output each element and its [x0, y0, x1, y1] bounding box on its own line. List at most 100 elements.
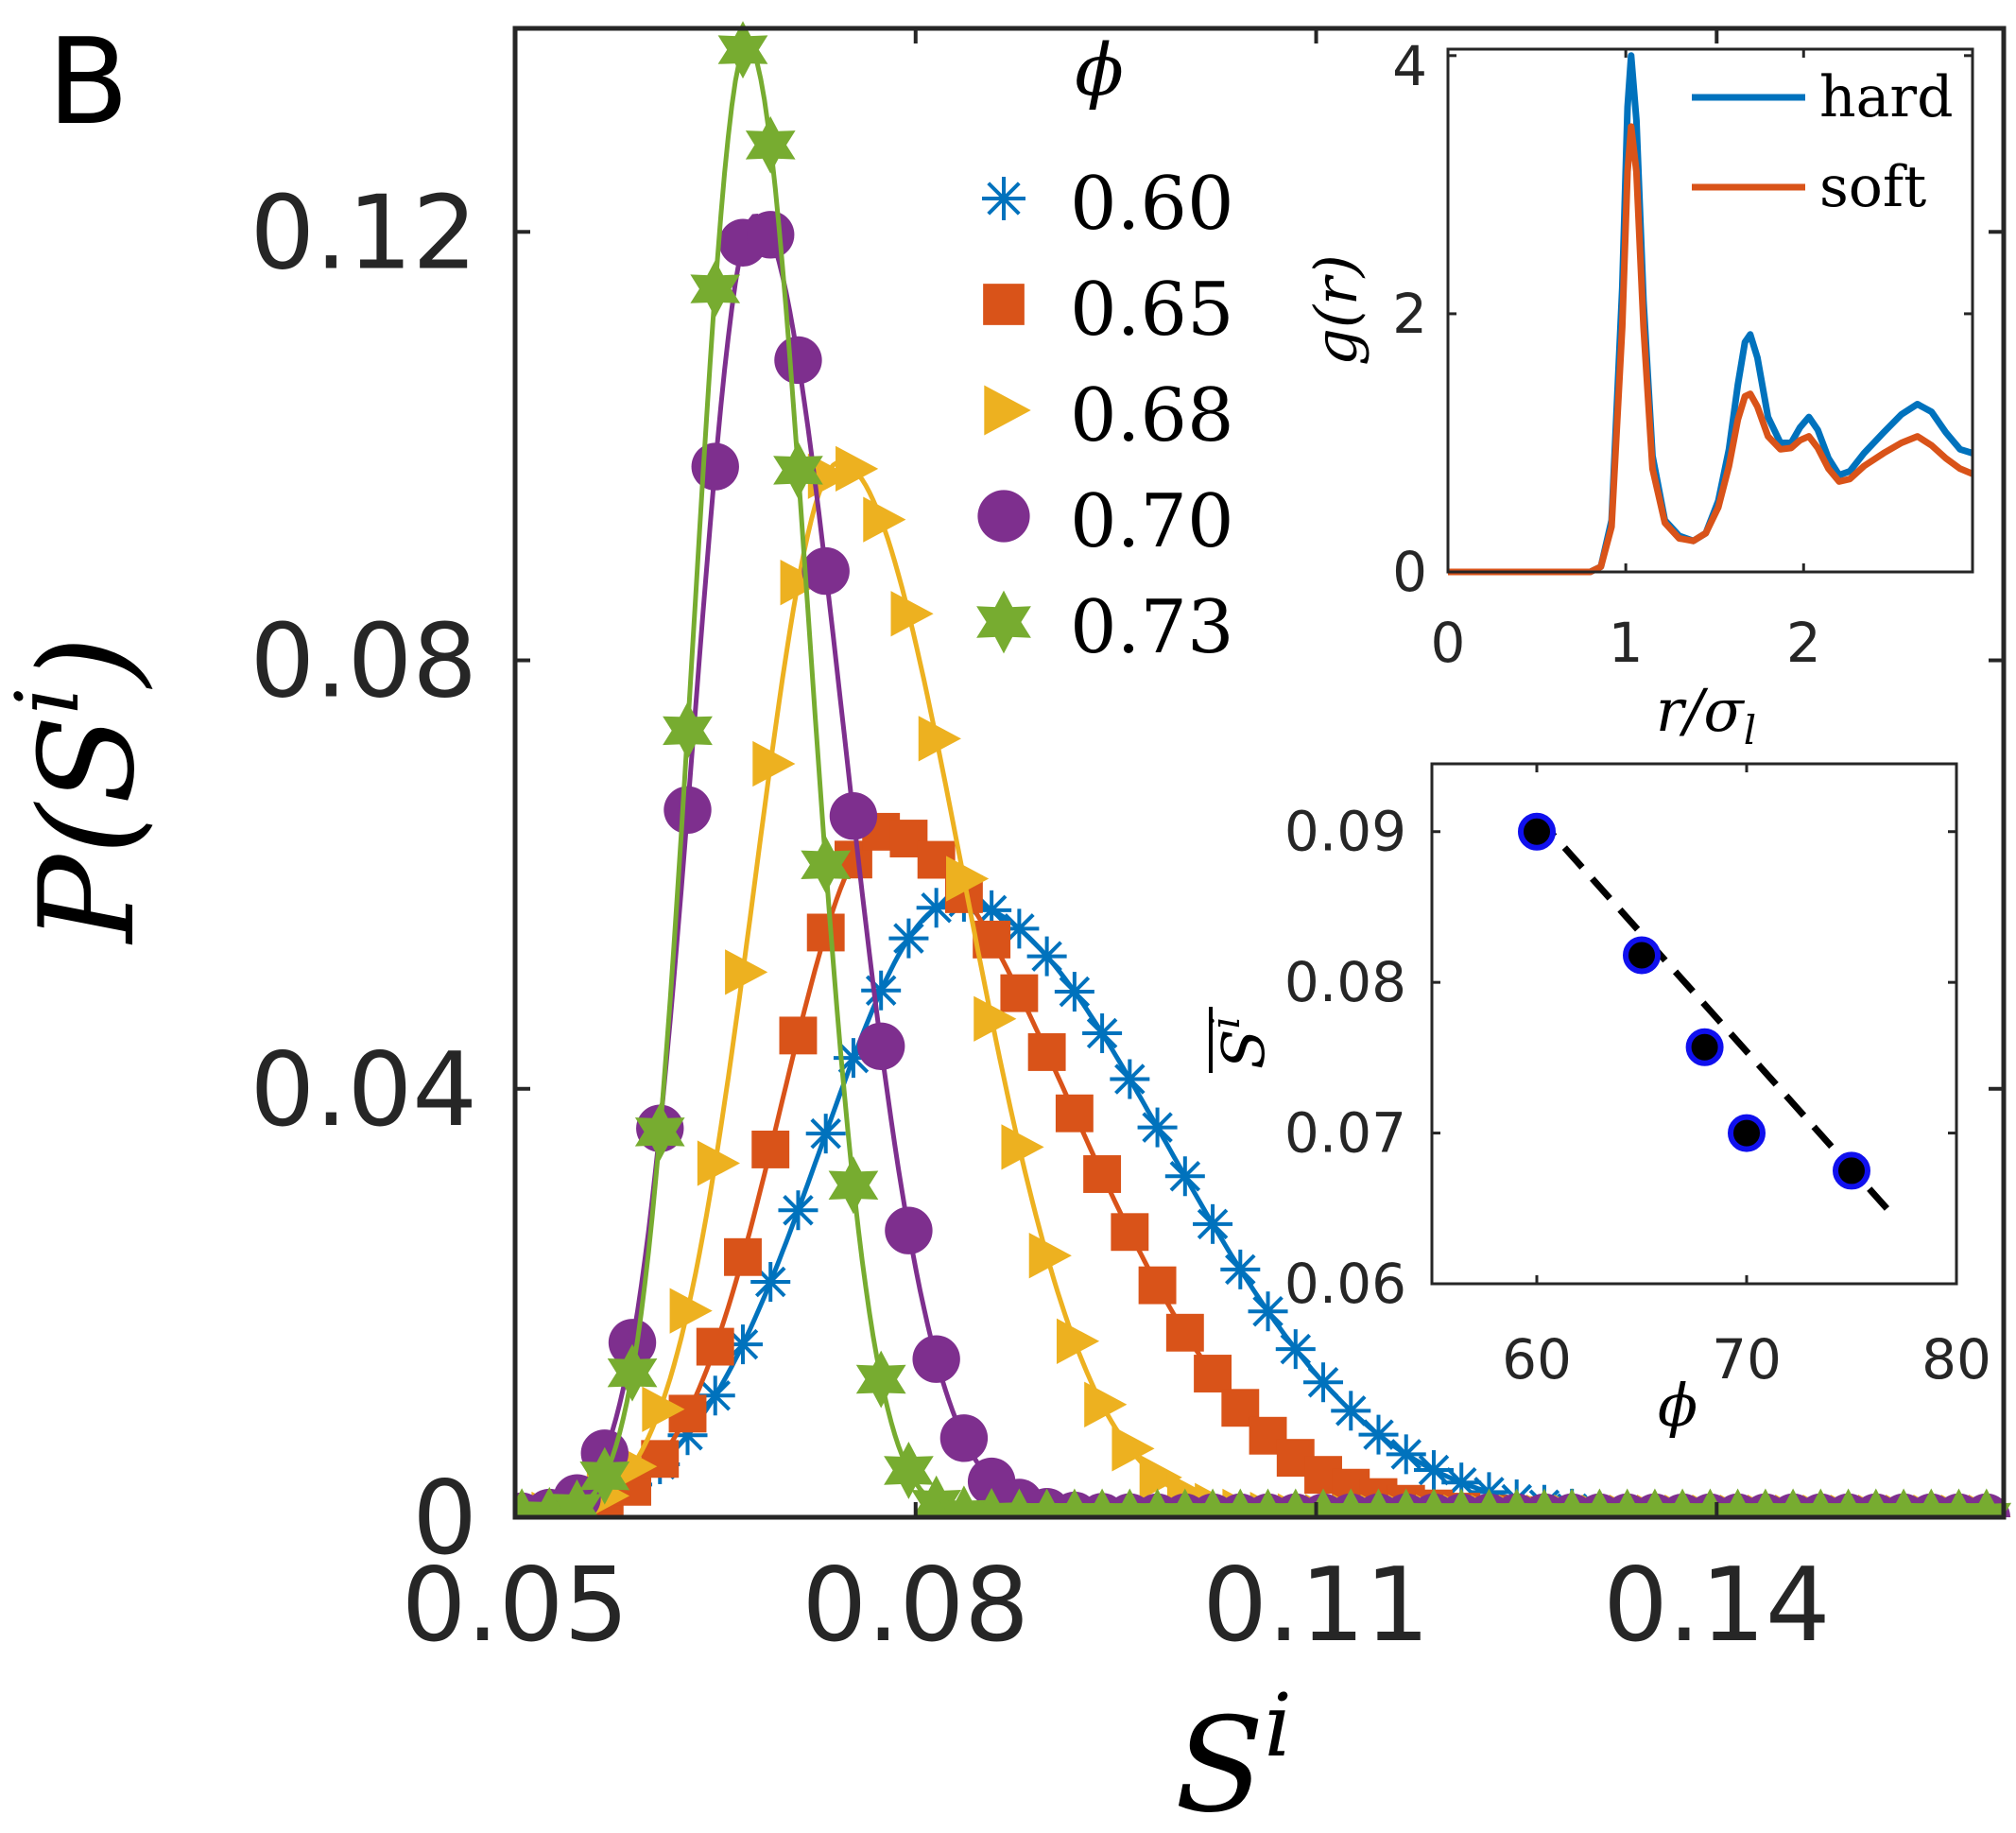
gr-line-hard — [1448, 52, 1974, 576]
marker-0.68 — [836, 445, 879, 493]
marker-0.60-stroke — [1280, 1333, 1312, 1365]
inset-mean-x-tick-label: 80 — [1921, 1327, 1991, 1392]
inset-gr-y-tick-label: 0 — [1392, 540, 1427, 604]
marker-0.65 — [1027, 1032, 1066, 1071]
legend-marker-0.73 — [976, 590, 1031, 654]
marker-0.70 — [829, 792, 878, 840]
marker-0.60-stroke — [1169, 1160, 1201, 1192]
legend-marker-0.68 — [984, 385, 1031, 436]
marker-0.73 — [607, 1343, 658, 1402]
marker-0.60-stroke — [1252, 1295, 1284, 1327]
marker-0.60 — [1303, 1362, 1344, 1403]
inset-mean-tick-labels: 60 70 80 0.06 0.07 0.08 0.09 — [1284, 800, 1991, 1392]
main-x-tick-label: 0.08 — [802, 1547, 1029, 1665]
marker-0.60-stroke — [1335, 1395, 1367, 1427]
inset-mean-y-tick-label: 0.09 — [1284, 800, 1406, 864]
main-y-axis-label-sup: i — [0, 687, 98, 715]
inset-mean-x-tick-label: 70 — [1712, 1327, 1782, 1392]
marker-0.60-stroke — [1418, 1454, 1450, 1486]
inset-mean-y-axis-label: Si — [1202, 1007, 1278, 1073]
marker-0.60 — [1275, 1329, 1316, 1370]
legend: ϕ 0.60 0.65 0.68 0.70 0.73 — [976, 27, 1234, 670]
series-markers-0.73 — [515, 21, 2012, 1517]
inset-gr-axes — [1446, 47, 1974, 574]
marker-0.68 — [669, 1288, 713, 1334]
inset-gr-background — [1448, 49, 1973, 572]
inset-mean-y-label-text: Si — [1202, 1016, 1278, 1069]
inset-gr-x-tick-label: 1 — [1609, 611, 1644, 675]
inset-mean-y-label-sup: i — [1202, 1016, 1249, 1029]
marker-0.70 — [774, 336, 822, 385]
marker-0.60-stroke — [783, 1194, 814, 1226]
inset-mean-point — [1623, 936, 1661, 975]
panel-label: B — [47, 12, 129, 151]
main-x-axis-label-base: S — [1175, 1689, 1265, 1833]
inset-gr-y-tick-label: 4 — [1392, 34, 1427, 98]
inset-mean-point — [1728, 1114, 1766, 1152]
inset-mean-y-label-base: S — [1209, 1029, 1278, 1068]
marker-0.60-stroke — [810, 1117, 841, 1150]
inset-mean-point — [1833, 1151, 1870, 1190]
marker-0.70 — [912, 1335, 960, 1383]
marker-0.70 — [885, 1206, 933, 1254]
marker-0.68 — [1001, 1124, 1044, 1170]
marker-0.68 — [780, 560, 823, 606]
legend-label: 0.73 — [1070, 585, 1234, 670]
marker-0.73 — [855, 1350, 906, 1409]
inset-mean-y-tick-label: 0.06 — [1284, 1252, 1406, 1316]
legend-label: 0.68 — [1070, 373, 1234, 458]
marker-0.73 — [745, 115, 796, 174]
marker-0.68 — [1111, 1426, 1155, 1472]
marker-0.60 — [750, 1262, 791, 1303]
marker-0.68 — [1084, 1381, 1128, 1427]
inset-gr-x-tick-label: 2 — [1786, 611, 1821, 675]
marker-0.60-stroke — [1031, 941, 1062, 972]
marker-0.60-stroke — [1307, 1366, 1339, 1398]
legend-title: ϕ — [1075, 27, 1124, 112]
marker-0.70 — [663, 786, 712, 835]
legend-marker-0.65 — [983, 284, 1025, 325]
marker-0.73 — [690, 260, 741, 319]
marker-0.60 — [1054, 972, 1094, 1012]
marker-0.65 — [1194, 1355, 1232, 1392]
marker-0.73 — [717, 21, 768, 79]
marker-0.70 — [691, 442, 739, 491]
main-y-axis-label-base: P(S — [11, 715, 164, 945]
inset-mean-fit-line — [1534, 814, 1897, 1219]
inset-gr-tick-labels: 0 1 2 0 2 4 — [1392, 34, 1821, 675]
inset-mean-x-tick-label: 60 — [1502, 1327, 1572, 1392]
marker-0.60-stroke — [893, 923, 924, 954]
inset-gr-legend: hard soft — [1692, 64, 1954, 220]
marker-0.60-stroke — [1363, 1419, 1394, 1450]
marker-0.73 — [801, 836, 852, 894]
series-line-0.73 — [522, 42, 1971, 1517]
marker-0.68 — [697, 1140, 740, 1186]
marker-0.60 — [888, 918, 929, 959]
marker-0.60 — [1248, 1291, 1288, 1332]
inset-mean-x-axis-label: ϕ — [1658, 1371, 1697, 1440]
inset-mean-marks — [1518, 812, 1897, 1219]
marker-0.73 — [579, 1446, 630, 1505]
legend-marker-0.60 — [982, 177, 1025, 220]
main-y-axis-label: P(Si) — [0, 636, 164, 946]
main-x-tick-label: 0.14 — [1603, 1547, 1830, 1665]
marker-0.60 — [1026, 936, 1067, 977]
inset-gr-legend-label: hard — [1819, 64, 1954, 130]
legend-label: 0.65 — [1070, 268, 1234, 353]
marker-0.68 — [918, 716, 961, 762]
marker-0.60 — [1164, 1156, 1205, 1197]
main-y-tick-label: 0.08 — [250, 603, 477, 721]
inset-gr-frame — [1446, 47, 1974, 574]
legend-label: 0.60 — [1070, 162, 1234, 247]
inset-mean-point — [1685, 1028, 1724, 1066]
marker-0.65 — [806, 913, 845, 952]
marker-0.70 — [801, 546, 850, 596]
marker-0.60-stroke — [865, 975, 897, 1006]
marker-0.60 — [1110, 1059, 1150, 1099]
inset-mean-y-tick-label: 0.07 — [1284, 1101, 1406, 1166]
marker-0.65 — [1165, 1313, 1204, 1352]
inset-mean-chart: 60 70 80 0.06 0.07 0.08 0.09 Si ϕ — [1202, 762, 1991, 1440]
marker-0.70 — [856, 1022, 905, 1070]
